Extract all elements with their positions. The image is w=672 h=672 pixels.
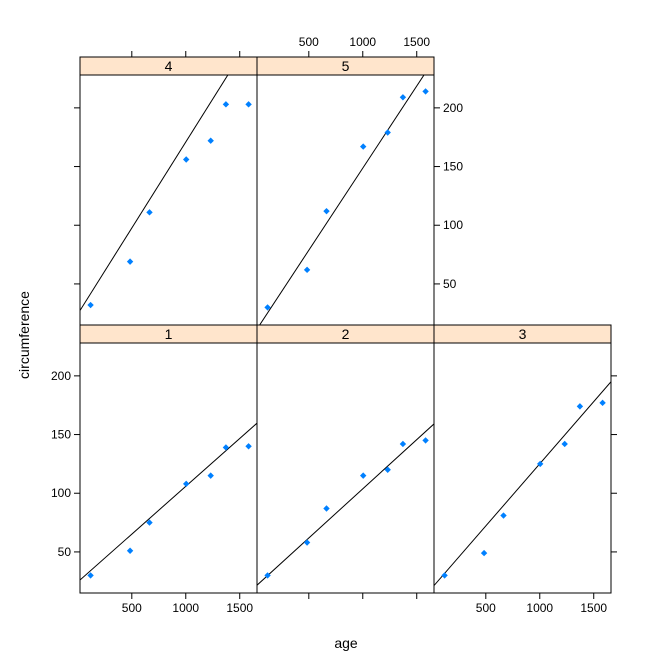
- data-point: [399, 94, 407, 101]
- data-point: [126, 547, 134, 554]
- panel-frame: [79, 74, 258, 326]
- data-point: [146, 209, 153, 216]
- fit-line: [80, 75, 229, 311]
- panels-layer: 4 5 1 2 3: [79, 56, 612, 594]
- data-point: [222, 101, 230, 108]
- data-point: [323, 207, 330, 215]
- panel-frame: [433, 342, 612, 594]
- strip-label: 5: [342, 58, 350, 74]
- data-point: [87, 301, 94, 309]
- fit-line: [257, 423, 434, 586]
- data-point: [126, 258, 134, 265]
- data-point: [537, 460, 544, 468]
- strip-label: 2: [342, 326, 350, 342]
- y-axis-left: 50 100 150 200: [51, 107, 80, 559]
- x-tick-label: 1000: [526, 601, 553, 615]
- strip-label: 3: [519, 326, 527, 342]
- data-point: [500, 512, 507, 519]
- data-point: [87, 572, 94, 579]
- x-tick-label: 500: [476, 601, 496, 615]
- x-axis-title: age: [334, 635, 358, 651]
- panel-1: 1: [79, 324, 258, 594]
- y-tick-label: 200: [443, 101, 463, 115]
- panel-5: 5: [256, 56, 435, 326]
- y-tick-label: 100: [443, 218, 463, 232]
- panel-4: 4: [79, 56, 258, 326]
- data-point: [146, 519, 153, 526]
- x-tick-label: 1500: [403, 35, 430, 49]
- data-point: [360, 472, 367, 479]
- x-axis-bottom: 500 1000 1500 500 1000 1500: [122, 593, 607, 615]
- fit-line: [259, 75, 425, 325]
- data-point: [599, 399, 606, 407]
- data-point: [576, 403, 584, 410]
- x-tick-label: 1500: [226, 601, 253, 615]
- y-tick-label: 200: [51, 369, 71, 383]
- data-point: [264, 572, 271, 579]
- data-point: [303, 266, 311, 274]
- y-tick-label: 150: [51, 428, 71, 442]
- x-tick-label: 1000: [172, 601, 199, 615]
- data-point: [441, 572, 448, 579]
- data-point: [183, 480, 190, 488]
- y-tick-label: 50: [58, 545, 72, 559]
- data-point: [422, 437, 429, 444]
- fit-line: [80, 422, 257, 581]
- data-point: [422, 88, 429, 95]
- strip-label: 1: [165, 326, 173, 342]
- data-point: [222, 444, 230, 451]
- fit-line: [434, 381, 611, 586]
- data-point: [384, 129, 391, 136]
- y-tick-label: 150: [443, 160, 463, 174]
- data-point: [245, 101, 252, 108]
- x-tick-label: 1500: [580, 601, 607, 615]
- x-tick-label: 1000: [349, 35, 376, 49]
- data-point: [303, 539, 311, 546]
- x-axis-top: 500 1000 1500: [131, 35, 430, 57]
- data-point: [561, 440, 568, 448]
- data-point: [183, 156, 190, 163]
- data-point: [207, 137, 214, 144]
- data-point: [480, 549, 488, 557]
- panel-3: 3: [433, 324, 612, 594]
- panel-frame: [256, 342, 435, 594]
- y-tick-label: 100: [51, 486, 71, 500]
- data-point: [264, 304, 271, 311]
- data-point: [245, 443, 252, 450]
- y-axis-title: circumference: [16, 291, 32, 379]
- panel-frame: [256, 74, 435, 326]
- panel-frame: [79, 342, 258, 594]
- data-point: [399, 440, 407, 448]
- panel-2: 2: [256, 324, 435, 594]
- strip-label: 4: [165, 58, 173, 74]
- y-axis-right: 50 100 150 200: [434, 101, 617, 553]
- data-point: [207, 472, 214, 479]
- data-point: [384, 466, 391, 473]
- x-tick-label: 500: [299, 35, 319, 49]
- data-point: [323, 505, 330, 512]
- y-tick-label: 50: [443, 277, 457, 291]
- x-tick-label: 500: [122, 601, 142, 615]
- data-point: [360, 143, 367, 150]
